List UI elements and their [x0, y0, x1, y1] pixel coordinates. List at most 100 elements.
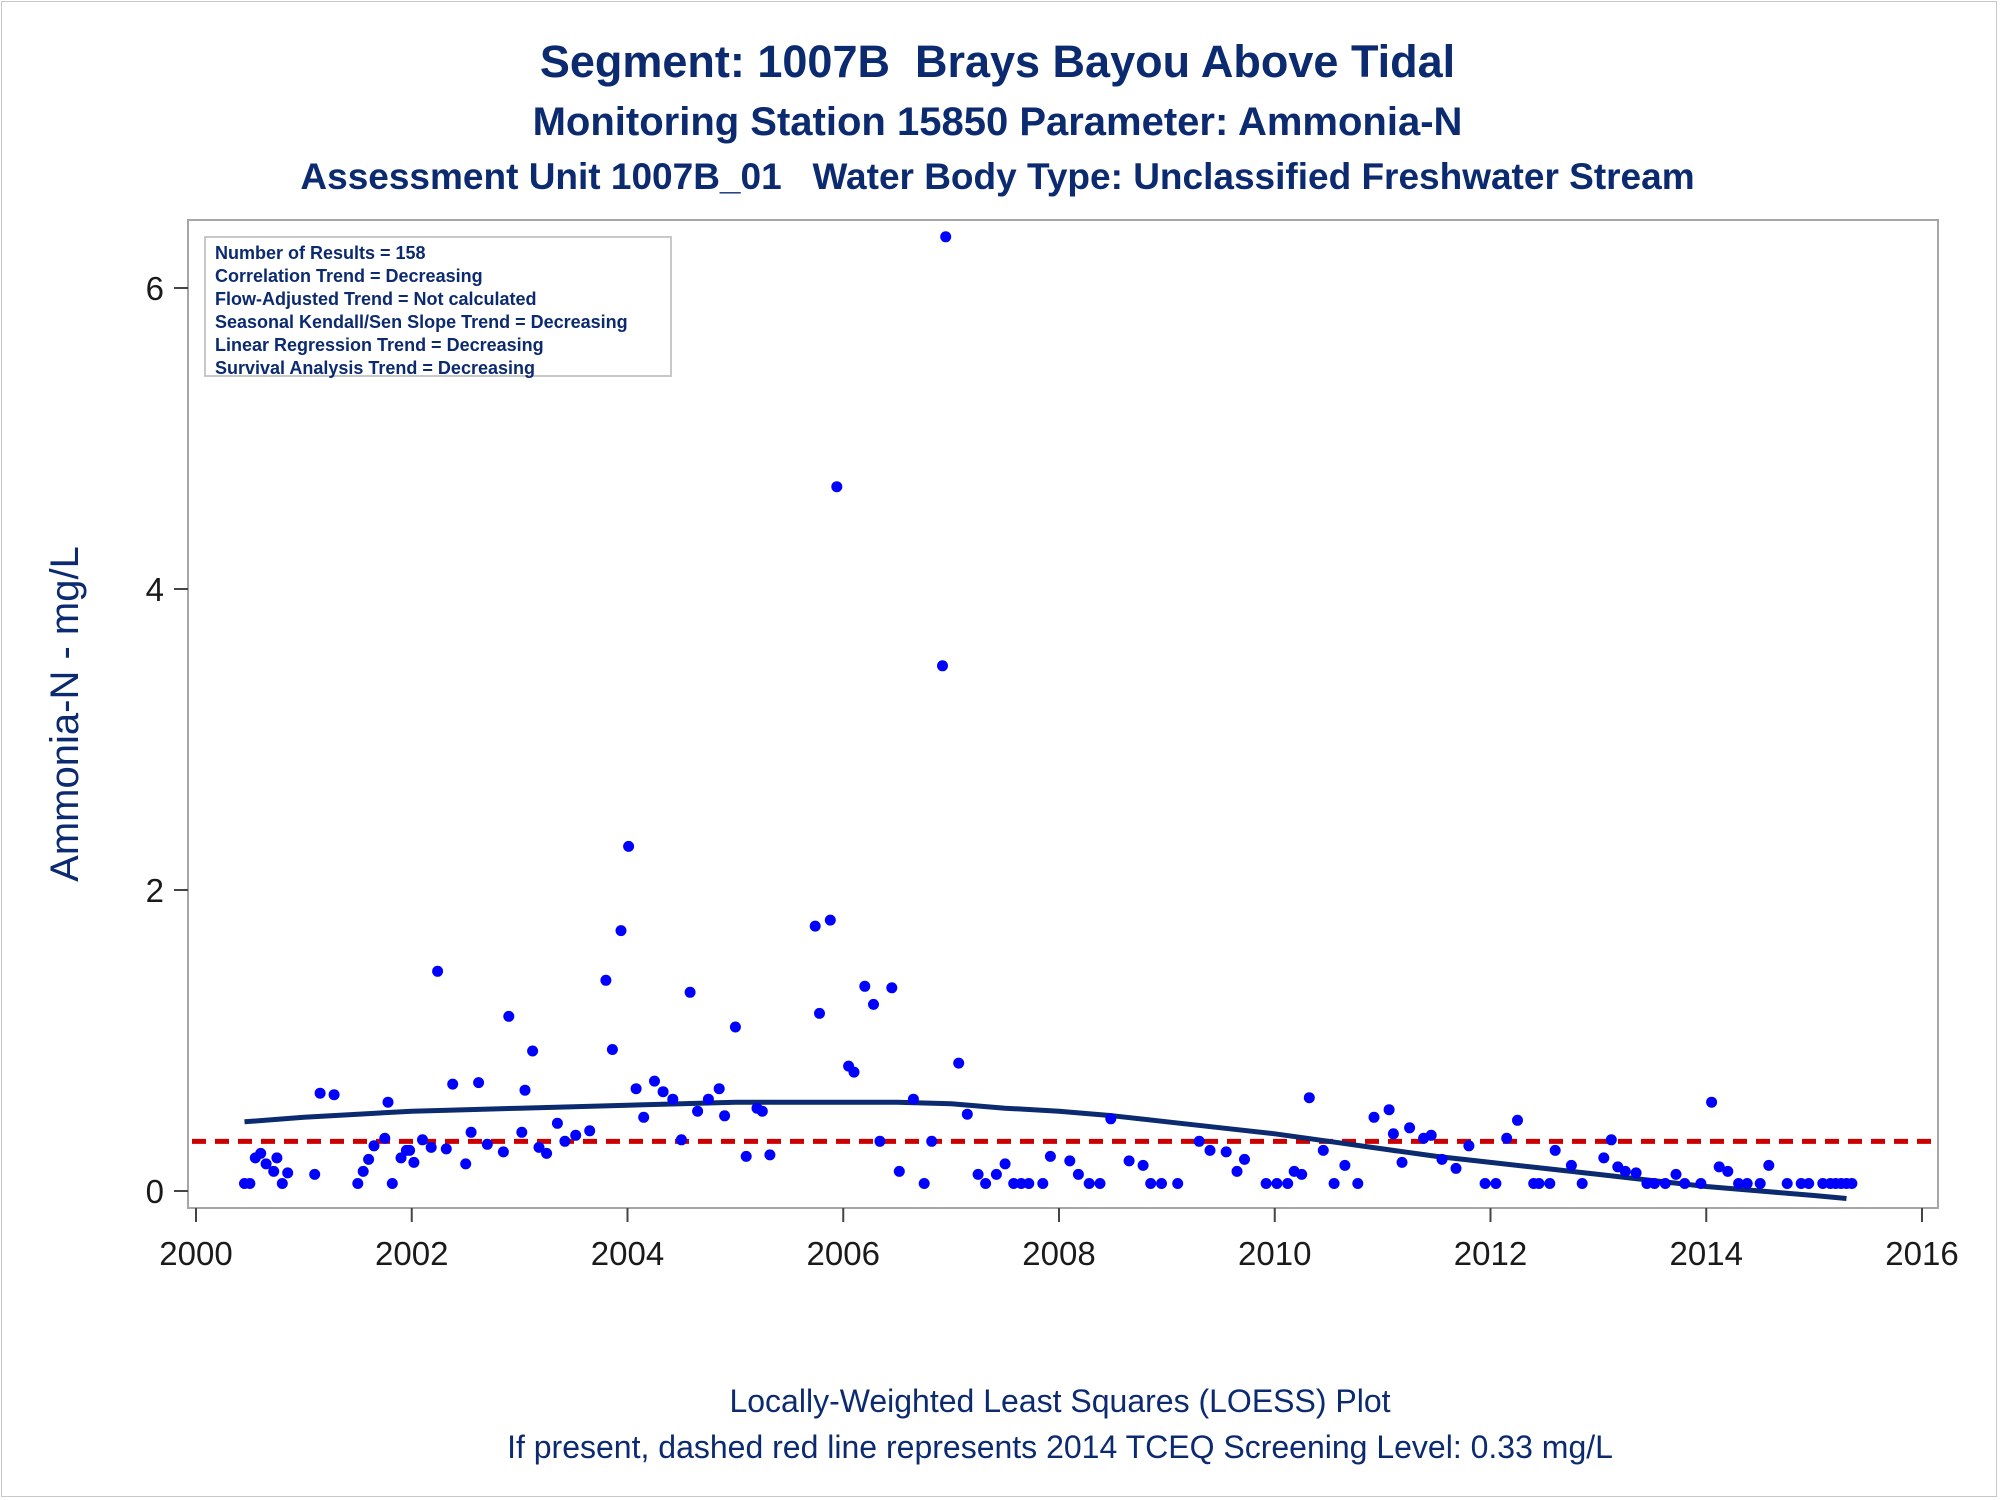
data-point: [1204, 1144, 1216, 1156]
data-point: [551, 1117, 563, 1129]
data-point: [1123, 1155, 1135, 1167]
data-point: [1565, 1159, 1577, 1171]
data-point: [1339, 1159, 1351, 1171]
data-point: [363, 1153, 375, 1165]
data-point: [1239, 1153, 1250, 1165]
trend-stats-box: Number of Results = 158 Correlation Tren…: [204, 236, 672, 378]
loess-line: [244, 1099, 1847, 1201]
data-point: [386, 1178, 398, 1189]
data-point: [1733, 1178, 1745, 1189]
data-point: [1328, 1178, 1340, 1189]
data-point: [1083, 1178, 1095, 1189]
data-point: [1105, 1113, 1117, 1125]
loess-curve: [244, 1099, 1847, 1201]
y-tick-label: 6: [146, 270, 164, 307]
data-point: [533, 1141, 545, 1153]
data-point: [1072, 1168, 1084, 1180]
data-point: [675, 1134, 687, 1146]
data-point: [684, 986, 696, 998]
data-point: [1271, 1178, 1283, 1189]
data-point: [328, 1089, 340, 1101]
data-point: [1015, 1178, 1027, 1189]
data-point: [814, 1007, 825, 1019]
data-point: [606, 1044, 618, 1055]
data-point: [1404, 1122, 1416, 1134]
data-point: [1023, 1178, 1035, 1189]
data-point: [352, 1178, 364, 1189]
data-point: [1145, 1178, 1157, 1189]
data-point: [1383, 1104, 1395, 1116]
data-point: [276, 1178, 288, 1189]
data-point: [1659, 1178, 1671, 1189]
data-point: [886, 982, 898, 994]
data-point: [382, 1096, 394, 1108]
data-point: [600, 974, 612, 986]
x-tick-label: 2006: [807, 1235, 880, 1272]
data-point: [309, 1168, 321, 1180]
data-point: [1605, 1134, 1617, 1146]
stat-correlation-trend: Correlation Trend = Decreasing: [215, 266, 483, 286]
data-point: [1193, 1135, 1205, 1147]
data-point: [729, 1021, 741, 1033]
data-point: [516, 1126, 528, 1138]
data-point: [719, 1110, 731, 1122]
data-point: [907, 1093, 919, 1105]
data-point: [1396, 1156, 1408, 1168]
y-tick-label: 2: [146, 872, 164, 909]
data-point: [417, 1134, 428, 1146]
data-point: [859, 980, 871, 992]
data-point: [1679, 1178, 1691, 1189]
data-point: [1296, 1168, 1308, 1180]
data-point: [764, 1149, 776, 1161]
data-point: [926, 1135, 938, 1147]
data-point: [1544, 1178, 1556, 1189]
data-point: [874, 1135, 886, 1147]
data-point: [1695, 1178, 1707, 1189]
x-tick-label: 2016: [1885, 1235, 1958, 1272]
data-point: [1425, 1129, 1437, 1141]
data-point: [999, 1158, 1011, 1170]
data-point: [1630, 1167, 1642, 1179]
footnote-loess: Locally-Weighted Least Squares (LOESS) P…: [729, 1383, 1391, 1419]
data-point: [713, 1083, 725, 1095]
stat-survival-analysis-trend: Survival Analysis Trend = Decreasing: [215, 358, 535, 378]
data-point: [1479, 1178, 1491, 1189]
x-axis: 2000 2002 2004 2006 2008 2010 2012 2014 2016: [159, 1208, 1959, 1272]
data-point: [615, 925, 627, 937]
data-point: [1803, 1178, 1815, 1189]
data-point: [1037, 1178, 1049, 1189]
chart-subtitle-assessment: Assessment Unit 1007B_01 Water Body Type…: [300, 156, 1695, 197]
data-point: [447, 1078, 459, 1090]
data-point: [465, 1126, 477, 1138]
data-point: [990, 1168, 1002, 1180]
data-point: [282, 1167, 294, 1179]
data-points: [239, 231, 1858, 1189]
data-point: [1450, 1162, 1462, 1174]
data-point: [1094, 1178, 1106, 1189]
data-point: [1490, 1178, 1502, 1189]
data-point: [1220, 1146, 1232, 1158]
data-point: [425, 1141, 437, 1153]
data-point: [268, 1165, 280, 1177]
data-point: [1317, 1144, 1329, 1156]
stat-linear-regression-trend: Linear Regression Trend = Decreasing: [215, 335, 544, 355]
data-point: [497, 1146, 509, 1158]
data-point: [1231, 1165, 1243, 1177]
data-point: [368, 1140, 380, 1152]
data-point: [1044, 1150, 1056, 1162]
y-axis-label: Ammonia-N - mg/L: [43, 546, 87, 882]
data-point: [1260, 1178, 1272, 1189]
data-point: [1763, 1159, 1775, 1171]
data-point: [1641, 1178, 1653, 1189]
x-tick-label: 2012: [1454, 1235, 1527, 1272]
data-point: [379, 1132, 391, 1144]
data-point: [824, 914, 836, 926]
x-tick-label: 2004: [591, 1235, 664, 1272]
data-point: [623, 840, 635, 852]
data-point: [357, 1165, 369, 1177]
data-point: [559, 1135, 571, 1147]
data-point: [893, 1165, 905, 1177]
data-point: [972, 1168, 984, 1180]
data-point: [404, 1144, 416, 1156]
data-point: [638, 1111, 650, 1123]
